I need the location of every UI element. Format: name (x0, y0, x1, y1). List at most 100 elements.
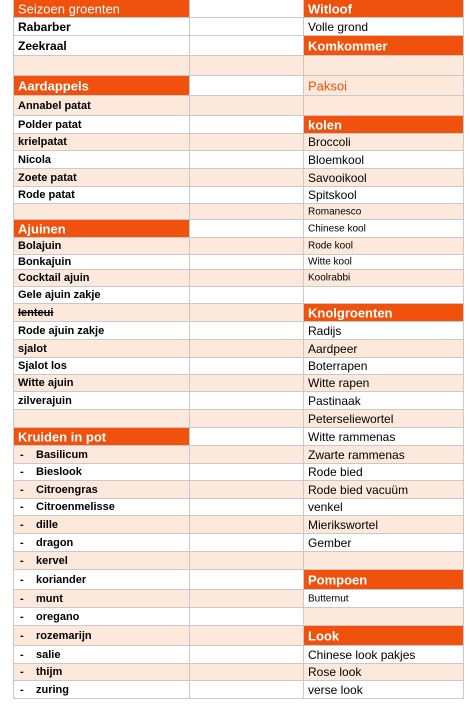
list-item: Rose look (304, 664, 464, 681)
list-item: Witte rapen (304, 375, 464, 392)
table-row: - Citroenmelisse venkel (13, 499, 464, 516)
section-header-aardappels: Aardappels (13, 76, 190, 96)
list-item: Rode bied vacuüm (304, 481, 464, 499)
list-item: Bloemkool (304, 151, 464, 169)
list-item: Chinese look pakjes (304, 646, 464, 664)
table-row: Seizoen groenten Witloof (13, 0, 464, 18)
list-item: - oregano (13, 608, 190, 626)
table-row: Zeekraal Komkommer (13, 36, 464, 56)
table-row: - Basilicum Zwarte rammenas (13, 446, 464, 464)
list-item: Cocktail ajuin (13, 270, 190, 287)
paksoi-label: Paksoi (304, 76, 464, 96)
table-row: Annabel patat (13, 96, 464, 116)
section-header-knolgroenten: Knolgroenten (304, 304, 464, 322)
table-row: Witte ajuin Witte rapen (13, 375, 464, 392)
table-row: Rode ajuin zakje Radijs (13, 322, 464, 340)
section-header-kolen: kolen (304, 116, 464, 134)
list-item: Koolrabbi (304, 270, 464, 287)
list-item: - Citroenmelisse (13, 499, 190, 516)
vegetable-list-table: Seizoen groenten Witloof Rabarber Volle … (13, 0, 464, 699)
table-row: Rode patat Spitskool (13, 187, 464, 204)
table-row: - rozemarijn Look (13, 626, 464, 646)
list-item: Witte ajuin (13, 375, 190, 392)
table-row: - salie Chinese look pakjes (13, 646, 464, 664)
list-item: Rabarber (13, 18, 190, 36)
list-item: Rode patat (13, 187, 190, 204)
list-item: - dille (13, 516, 190, 534)
list-item: - dragon (13, 534, 190, 552)
section-header-witloof: Witloof (304, 0, 464, 18)
table-row: - kervel (13, 552, 464, 570)
list-item: Polder patat (13, 116, 190, 134)
table-row: zilverajuin Pastinaak (13, 392, 464, 410)
list-item: Volle grond (304, 18, 464, 36)
list-item: sjalot (13, 340, 190, 358)
table-row: Romanesco (13, 204, 464, 220)
table-row: Rabarber Volle grond (13, 18, 464, 36)
list-item: - Basilicum (13, 446, 190, 464)
list-item: Romanesco (304, 204, 464, 220)
list-item: Mierikswortel (304, 516, 464, 534)
list-item: Witte rammenas (304, 428, 464, 446)
list-item: Butternut (304, 590, 464, 608)
list-item: Spitskool (304, 187, 464, 204)
list-item: Broccoli (304, 134, 464, 151)
list-item: Zoete patat (13, 169, 190, 187)
list-item: Rode bied (304, 464, 464, 481)
table-row: - koriander Pompoen (13, 570, 464, 590)
table-row: Bonkajuin Witte kool (13, 255, 464, 270)
list-item: Gele ajuin zakje (13, 287, 190, 304)
list-item: Zeekraal (13, 36, 190, 56)
section-header-ajuinen: Ajuinen (13, 220, 190, 238)
table-row: Bolajuin Rode kool (13, 238, 464, 255)
list-item: Peterseliewortel (304, 410, 464, 428)
table-row: Zoete patat Savooikool (13, 169, 464, 187)
list-item: Ienteui (13, 304, 190, 322)
list-item: Savooikool (304, 169, 464, 187)
list-item: - koriander (13, 570, 190, 590)
table-row: Gele ajuin zakje (13, 287, 464, 304)
table-row: krielpatat Broccoli (13, 134, 464, 151)
section-header-komkommer: Komkommer (304, 36, 464, 56)
list-item: Rode kool (304, 238, 464, 255)
list-item: Nicola (13, 151, 190, 169)
list-item: - Bieslook (13, 464, 190, 481)
table-row (13, 56, 464, 76)
section-header-kruiden-in-pot: Kruiden in pot (13, 428, 190, 446)
table-row: Polder patat kolen (13, 116, 464, 134)
section-header-look: Look (304, 626, 464, 646)
table-row: Cocktail ajuin Koolrabbi (13, 270, 464, 287)
list-item: venkel (304, 499, 464, 516)
list-item: Annabel patat (13, 96, 190, 116)
list-item: Sjalot los (13, 358, 190, 375)
table-row: Nicola Bloemkool (13, 151, 464, 169)
table-row: Peterseliewortel (13, 410, 464, 428)
table-row: - zuring verse look (13, 681, 464, 699)
list-item: - munt (13, 590, 190, 608)
list-item: Bonkajuin (13, 255, 190, 270)
table-row: Ajuinen Chinese kool (13, 220, 464, 238)
list-item: Pastinaak (304, 392, 464, 410)
list-item: Chinese kool (304, 220, 464, 238)
table-row: Kruiden in pot Witte rammenas (13, 428, 464, 446)
list-item: Witte kool (304, 255, 464, 270)
list-item: - Citroengras (13, 481, 190, 499)
table-row: - thijm Rose look (13, 664, 464, 681)
section-header-seizoen-groenten: Seizoen groenten (13, 0, 190, 18)
list-item: - kervel (13, 552, 190, 570)
table-row: Ienteui Knolgroenten (13, 304, 464, 322)
section-header-pompoen: Pompoen (304, 570, 464, 590)
table-row: Sjalot los Boterrapen (13, 358, 464, 375)
table-row: - oregano (13, 608, 464, 626)
list-item: - zuring (13, 681, 190, 699)
list-item: Rode ajuin zakje (13, 322, 190, 340)
list-item: - salie (13, 646, 190, 664)
list-item: krielpatat (13, 134, 190, 151)
table-row: Aardappels Paksoi (13, 76, 464, 96)
table-row: - dille Mierikswortel (13, 516, 464, 534)
list-item: Bolajuin (13, 238, 190, 255)
table-row: - dragon Gember (13, 534, 464, 552)
list-item: Zwarte rammenas (304, 446, 464, 464)
list-item: Gember (304, 534, 464, 552)
list-item: - rozemarijn (13, 626, 190, 646)
